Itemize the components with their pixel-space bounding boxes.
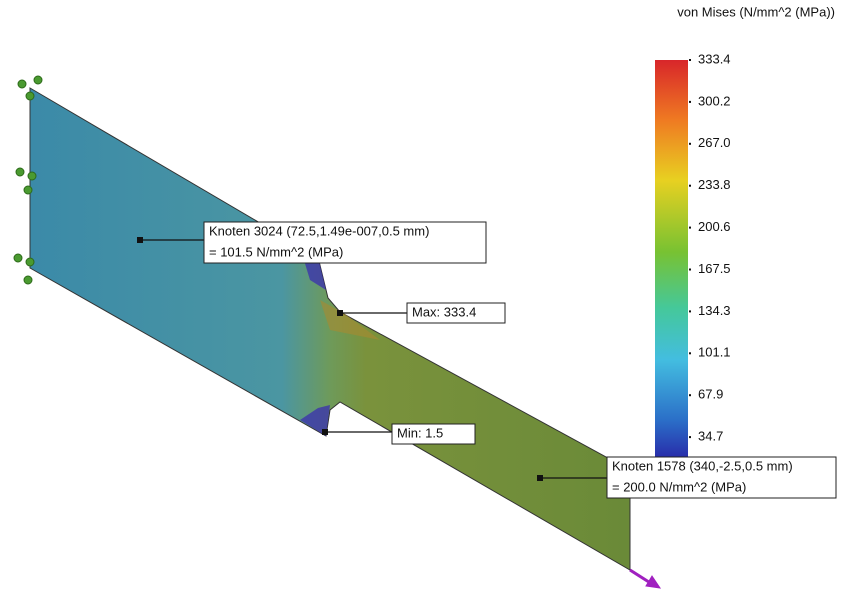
tick-dot	[689, 310, 691, 312]
callout-text: Knoten 3024 (72.5,1.49e-007,0.5 mm)	[209, 223, 429, 238]
callout-text: Knoten 1578 (340,-2.5,0.5 mm)	[612, 458, 793, 473]
scale-label: 333.4	[698, 51, 731, 66]
callout: Max: 333.4	[337, 303, 505, 323]
tick-dot	[689, 436, 691, 438]
scale-label: 233.8	[698, 177, 731, 192]
tick-dot	[689, 143, 691, 145]
callout-text: Max: 333.4	[412, 304, 476, 319]
tick-dot	[689, 59, 691, 61]
scale-label: 134.3	[698, 303, 731, 318]
scale-label: 67.9	[698, 387, 723, 402]
tick-dot	[689, 394, 691, 396]
tick-dot	[689, 352, 691, 354]
callout-text: = 101.5 N/mm^2 (MPa)	[209, 244, 343, 259]
callout: Min: 1.5	[322, 424, 475, 444]
tick-dot	[689, 185, 691, 187]
load-arrow	[630, 570, 660, 588]
scale-label: 34.7	[698, 429, 723, 444]
scale-label: 300.2	[698, 93, 731, 108]
scale-label: 167.5	[698, 261, 731, 276]
fea-view: von Mises (N/mm^2 (MPa)) 333.4 300.2 267.0…	[0, 0, 850, 594]
tick-dot	[689, 101, 691, 103]
scale-label: 200.6	[698, 219, 731, 234]
color-scale	[655, 60, 688, 460]
scale-label: 101.1	[698, 345, 731, 360]
tick-dot	[689, 269, 691, 271]
legend-title: von Mises (N/mm^2 (MPa))	[677, 4, 835, 19]
callout-text: Min: 1.5	[397, 425, 443, 440]
callout-text: = 200.0 N/mm^2 (MPa)	[612, 479, 746, 494]
tick-dot	[689, 227, 691, 229]
scale-label: 267.0	[698, 135, 731, 150]
